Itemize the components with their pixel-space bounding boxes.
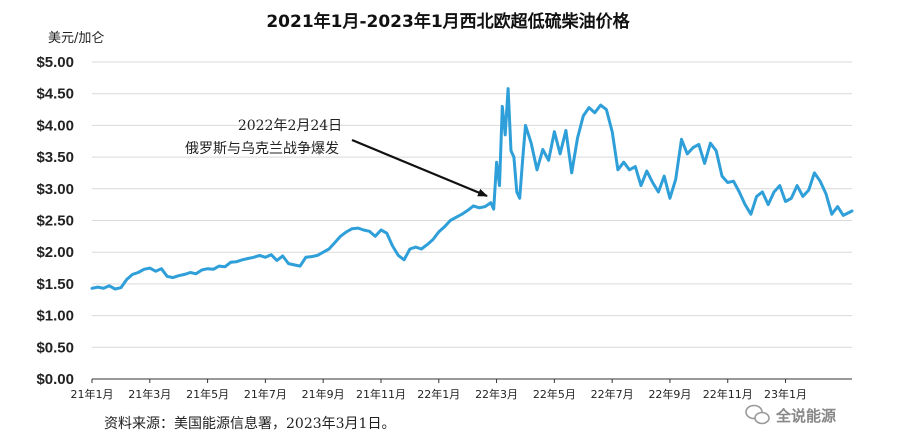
y-tick-label: $1.00	[36, 308, 74, 325]
wechat-icon	[745, 404, 770, 425]
y-tick-label: $5.00	[36, 54, 74, 71]
x-tick-label: 22年7月	[591, 387, 634, 401]
y-tick-label: $2.00	[36, 244, 74, 261]
x-tick-label: 21年9月	[302, 387, 345, 401]
y-tick-labels: $0.00 $0.50 $1.00 $1.50 $2.00 $2.50 $3.00 $3.50…	[36, 54, 74, 388]
x-tick-label: 22年11月	[703, 387, 753, 401]
series-line	[90, 87, 854, 291]
y-tick-label: $3.50	[36, 149, 74, 166]
y-tick-label: $3.00	[36, 181, 74, 198]
y-tick-label: $1.50	[36, 276, 74, 293]
y-tick-label: $4.50	[36, 86, 74, 103]
x-tick-labels: 21年1月 21年3月 21年5月 21年7月 21年9月 21年11月 22年1月 22年3…	[71, 379, 807, 401]
x-tick-label: 21年11月	[356, 387, 406, 401]
annotation-arrow	[351, 138, 488, 198]
x-tick-label: 22年5月	[533, 387, 576, 401]
y-tick-label: $0.50	[36, 339, 74, 356]
watermark: 全说能源	[745, 404, 836, 425]
x-tick-label: 23年1月	[764, 387, 807, 401]
x-tick-label: 22年9月	[648, 387, 691, 401]
chart-title: 2021年1月-2023年1月西北欧超低硫柴油价格	[266, 11, 630, 32]
annotation-date: 2022年2月24日	[238, 118, 342, 134]
y-tick-label: $0.00	[36, 371, 74, 388]
source-note: 资料来源：美国能源信息署，2023年3月1日。	[104, 415, 395, 432]
x-tick-label: 22年1月	[417, 387, 460, 401]
x-tick-label: 22年3月	[475, 387, 518, 401]
y-tick-label: $2.50	[36, 213, 74, 230]
x-tick-label: 21年5月	[186, 387, 229, 401]
x-tick-label: 21年1月	[71, 387, 114, 401]
y-tick-label: $4.00	[36, 117, 74, 134]
watermark-text: 全说能源	[775, 407, 836, 425]
x-tick-label: 21年3月	[128, 387, 171, 401]
grid	[92, 61, 852, 348]
x-tick-label: 21年7月	[244, 387, 287, 401]
annotation-event: 俄罗斯与乌克兰战争爆发	[185, 141, 339, 157]
y-axis-label: 美元/加仑	[48, 31, 104, 46]
annotation: 2022年2月24日 俄罗斯与乌克兰战争爆发	[185, 118, 488, 198]
